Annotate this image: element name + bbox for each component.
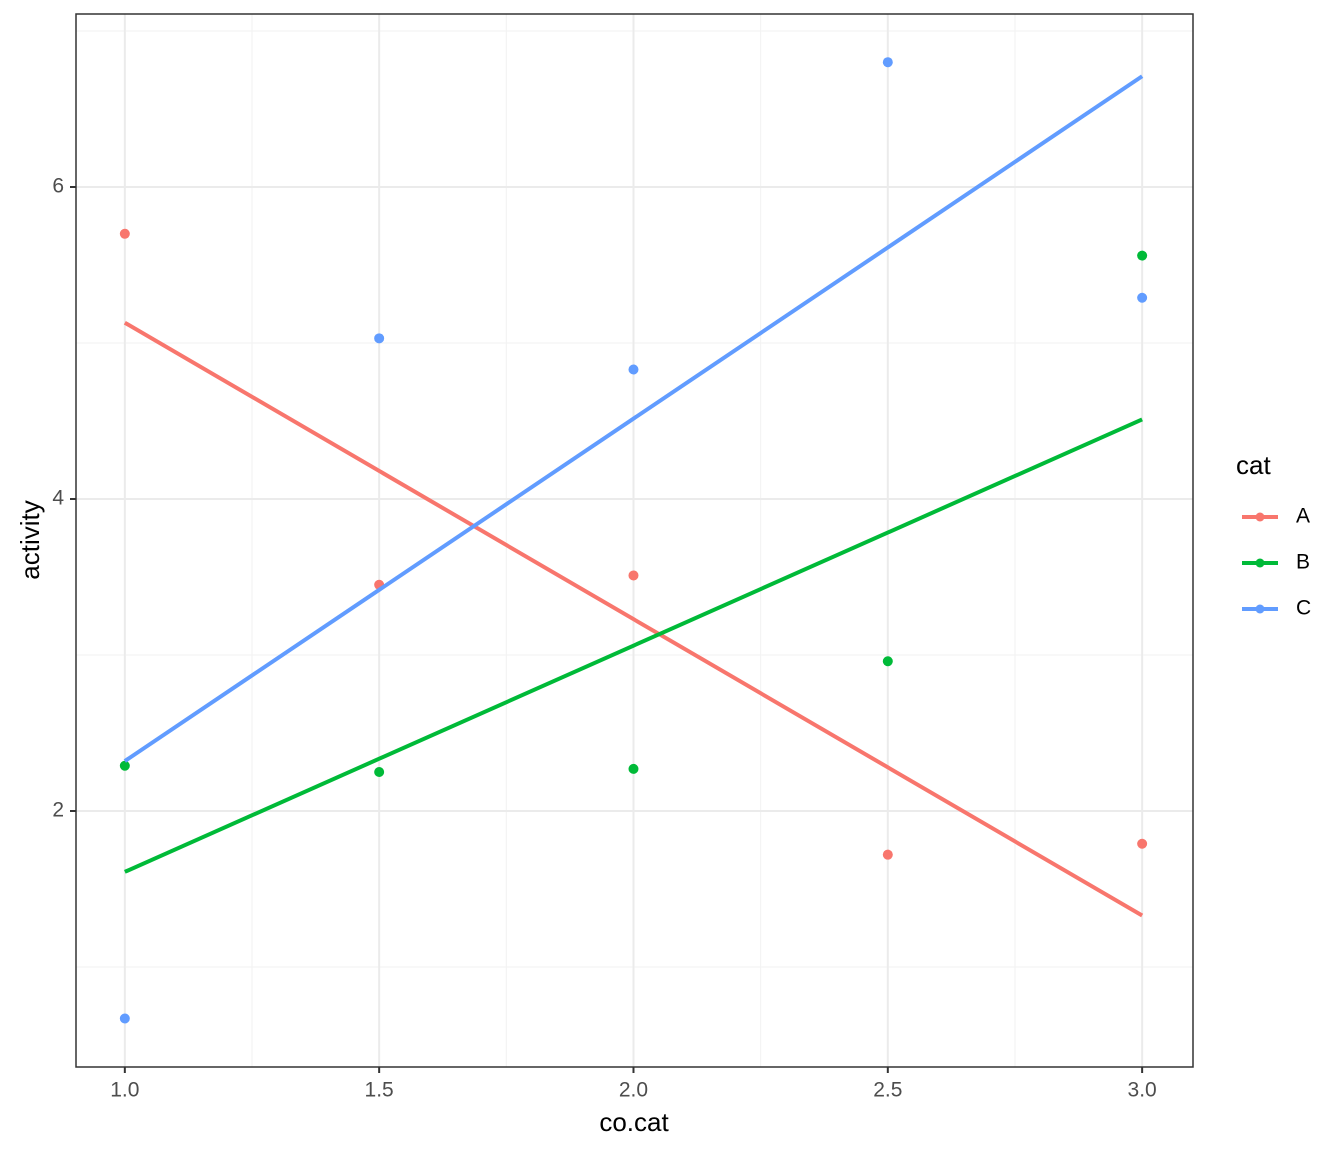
point [628,570,639,581]
x-tick-label: 1.0 [110,1079,139,1102]
fit-line [123,74,1144,763]
point [882,57,893,68]
x-axis-label: co.cat [599,1107,669,1137]
panel-border [75,13,1194,1068]
y-tick-label: 2 [52,799,64,822]
legend-label: C [1296,597,1311,620]
fit-line [124,417,1143,874]
legend-label: B [1296,551,1310,574]
point [882,656,893,667]
point [374,767,385,778]
point [374,333,385,344]
point [628,364,639,375]
fit-line [123,320,1144,918]
point [119,1013,130,1024]
legend-title: cat [1236,450,1271,480]
legend-key-point [1255,558,1265,568]
x-tick-label: 1.5 [365,1079,394,1102]
x-tick-label: 2.0 [619,1079,648,1102]
point [628,763,639,774]
y-tick-label: 6 [52,175,64,198]
legend-key-point [1255,512,1265,522]
point [119,228,130,239]
y-tick-label: 4 [52,487,64,510]
y-axis-label: activity [15,500,45,579]
point [1137,292,1148,303]
legend-key-point [1255,604,1265,614]
x-tick-label: 2.5 [873,1079,902,1102]
point [1137,838,1148,849]
point [1137,250,1148,261]
legend-label: A [1296,505,1310,528]
point [882,849,893,860]
x-tick-label: 3.0 [1128,1079,1157,1102]
point [119,760,130,771]
